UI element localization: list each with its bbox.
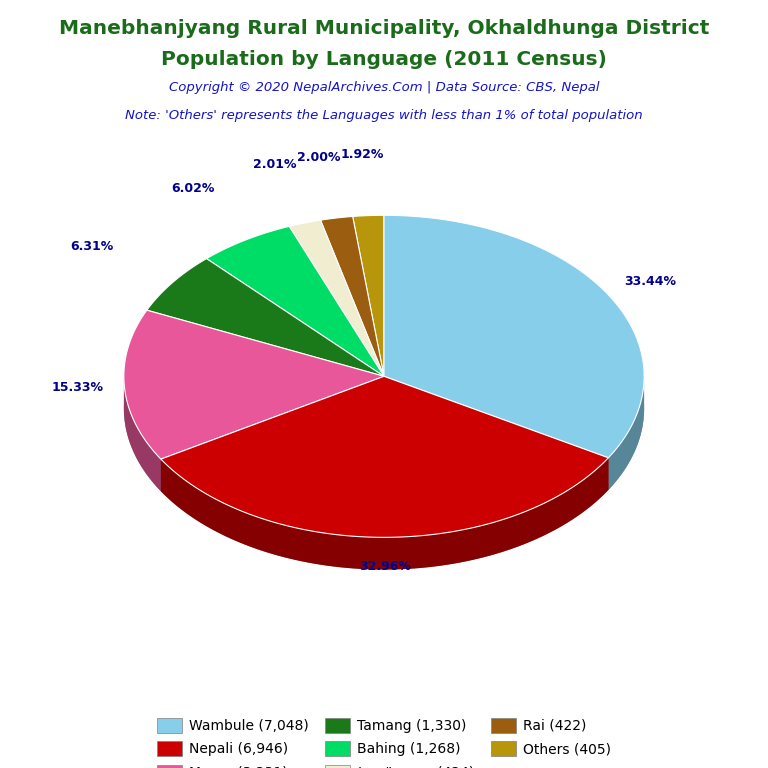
Legend: Wambule (7,048), Nepali (6,946), Magar (3,231), Tamang (1,330), Bahing (1,268), : Wambule (7,048), Nepali (6,946), Magar (… <box>151 712 617 768</box>
Text: 2.00%: 2.00% <box>296 151 340 164</box>
Text: Note: 'Others' represents the Languages with less than 1% of total population: Note: 'Others' represents the Languages … <box>125 109 643 122</box>
Text: 6.02%: 6.02% <box>171 182 214 195</box>
Text: Copyright © 2020 NepalArchives.Com | Data Source: CBS, Nepal: Copyright © 2020 NepalArchives.Com | Dat… <box>169 81 599 94</box>
Ellipse shape <box>124 247 644 570</box>
Polygon shape <box>161 376 608 538</box>
Polygon shape <box>384 215 644 458</box>
Polygon shape <box>161 376 384 492</box>
Polygon shape <box>124 310 384 459</box>
Text: 6.31%: 6.31% <box>71 240 114 253</box>
Polygon shape <box>207 227 384 376</box>
Polygon shape <box>384 376 608 490</box>
Polygon shape <box>608 377 644 490</box>
Text: 1.92%: 1.92% <box>341 148 384 161</box>
Polygon shape <box>290 220 384 376</box>
Text: 2.01%: 2.01% <box>253 158 296 171</box>
Polygon shape <box>147 259 384 376</box>
Polygon shape <box>320 217 384 376</box>
Polygon shape <box>353 215 384 376</box>
Polygon shape <box>384 376 608 490</box>
Text: 15.33%: 15.33% <box>51 381 104 394</box>
Text: Population by Language (2011 Census): Population by Language (2011 Census) <box>161 50 607 69</box>
Polygon shape <box>161 458 608 570</box>
Polygon shape <box>161 376 384 492</box>
Text: 32.96%: 32.96% <box>359 560 412 573</box>
Text: Manebhanjyang Rural Municipality, Okhaldhunga District: Manebhanjyang Rural Municipality, Okhald… <box>59 19 709 38</box>
Text: 33.44%: 33.44% <box>624 276 677 288</box>
Polygon shape <box>124 376 161 492</box>
